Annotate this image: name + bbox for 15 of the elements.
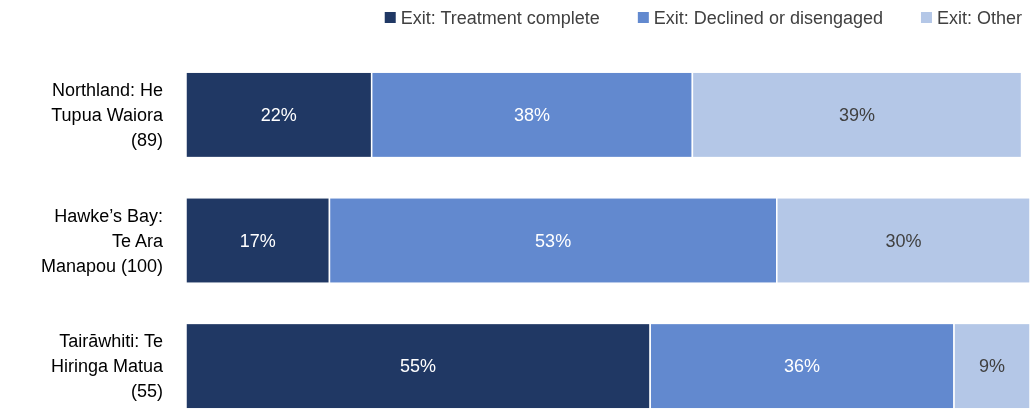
data-label: 9% xyxy=(979,356,1006,377)
data-label: 30% xyxy=(885,230,922,251)
legend-label: Exit: Other xyxy=(936,8,1022,29)
y-tick-label: Tairāwhiti: Te Hiringa Matua (55) xyxy=(50,331,164,402)
data-label: 17% xyxy=(239,230,276,251)
legend-label: Exit: Treatment complete xyxy=(400,8,600,29)
y-tick-label: Hawke’s Bay: Te Ara Manapou (100) xyxy=(40,205,164,276)
data-label: 53% xyxy=(535,230,572,251)
data-label: 55% xyxy=(400,356,437,377)
y-tick-label: Northland: He Tupua Waiora (89) xyxy=(51,80,164,151)
data-label: 36% xyxy=(784,356,821,377)
data-label: 38% xyxy=(514,105,551,126)
data-label: 22% xyxy=(260,105,297,126)
legend-label: Exit: Declined or disengaged xyxy=(653,8,883,29)
data-label: 39% xyxy=(838,105,875,126)
